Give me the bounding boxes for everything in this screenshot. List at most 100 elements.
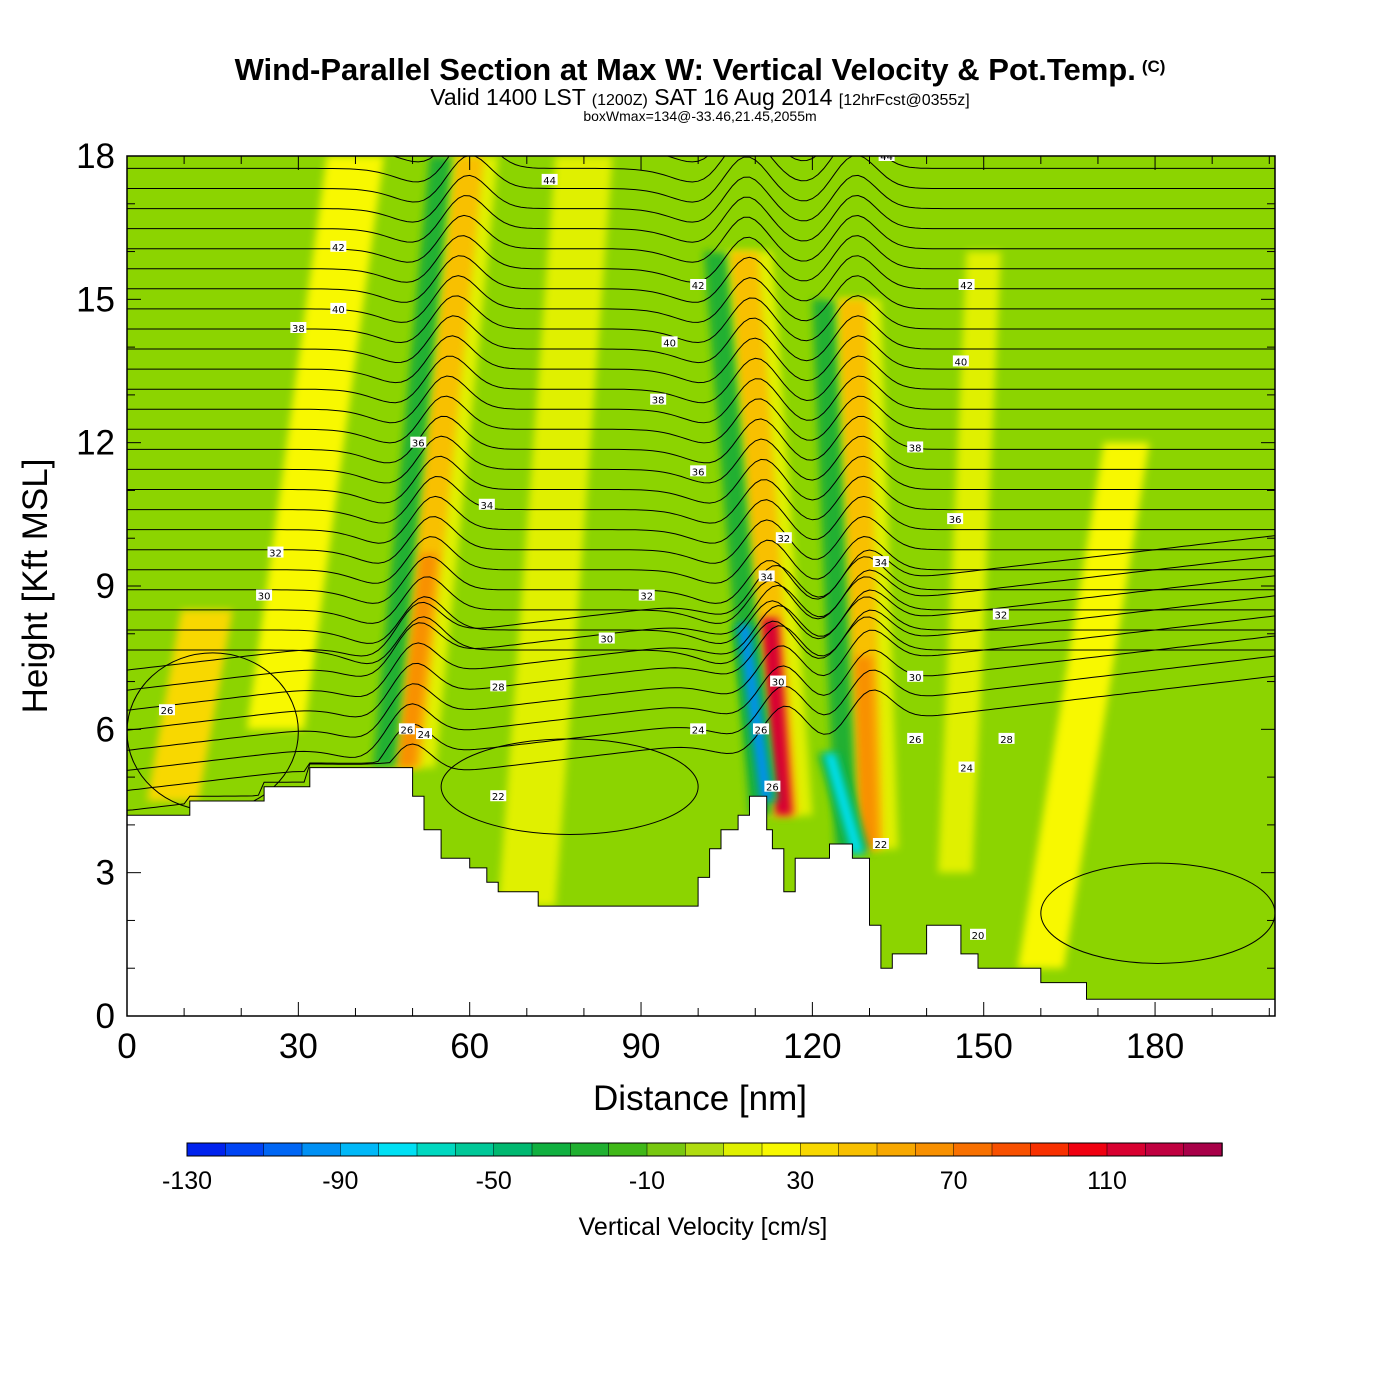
contour-label-text: 30 (909, 673, 922, 684)
x-axis: 0 30 60 90 120 150 180 (117, 156, 1270, 1066)
colorbar-swatch (263, 1142, 303, 1157)
theta-contour-line (127, 156, 1275, 183)
contour-label: 30 (598, 632, 615, 646)
theta-contour-line (127, 595, 1275, 731)
contour-label: 42 (958, 279, 975, 292)
theta-contour-line (127, 275, 1275, 323)
theta-contour-line (127, 315, 1275, 364)
x-tick-label: 90 (622, 1027, 661, 1066)
colorbar-swatch (455, 1142, 495, 1157)
theta-contour-line (127, 295, 1275, 344)
contour-label-text: 26 (766, 783, 779, 794)
chart-title: Wind-Parallel Section at Max W: Vertical… (0, 52, 1400, 88)
y-tick-label: 18 (76, 137, 115, 176)
downdraft-shoulder (812, 299, 859, 849)
colorbar-swatch (761, 1142, 802, 1157)
contour-label: 34 (758, 570, 775, 583)
colorbar-swatch (723, 1142, 763, 1157)
colorbar-tick-label: -90 (322, 1167, 358, 1195)
contour-label: 32 (638, 589, 655, 603)
contour-label: 26 (907, 732, 924, 746)
theta-contour-line (127, 455, 1275, 504)
box-info: boxWmax=134@-33.46,21.45,2055m (583, 108, 817, 124)
contour-label: 26 (158, 704, 175, 717)
colorbar-swatch (953, 1142, 993, 1157)
contour-label-text: 44 (258, 147, 271, 158)
colorbar-frame (186, 1142, 1223, 1157)
contour-label: 36 (947, 513, 964, 526)
colorbar-swatch (1068, 1142, 1108, 1157)
theta-contour-line (127, 156, 1275, 203)
theta-contour-line (127, 355, 1275, 404)
contour-label-text: 24 (692, 725, 705, 736)
contour-label: 30 (256, 589, 273, 603)
contour-label-text: 36 (949, 515, 962, 526)
colorbar-swatch (378, 1142, 418, 1157)
colorbar-tick-label: 70 (940, 1167, 968, 1195)
y-tick-label: 12 (76, 424, 115, 463)
contour-label-text: 36 (692, 467, 705, 478)
y-tick-label: 3 (96, 854, 115, 893)
theta-contour-line (127, 335, 1275, 384)
colorbar-swatch (876, 1142, 917, 1157)
contour-label: 42 (330, 240, 347, 254)
contour-label-text: 42 (960, 281, 973, 292)
colorbar-swatch (340, 1142, 380, 1157)
colorbar-swatch (225, 1142, 265, 1157)
contour-label-text: 22 (492, 792, 505, 803)
contour-label-text: 42 (692, 281, 705, 292)
colorbar-swatch (991, 1142, 1032, 1157)
colorbar-tick-label: 110 (1087, 1167, 1127, 1195)
theta-contour-line (127, 415, 1275, 464)
theta-contour-line (127, 615, 1275, 751)
x-tick-label: 120 (783, 1027, 841, 1066)
colorbar-swatch (493, 1142, 533, 1157)
contour-label-text: 30 (600, 635, 613, 646)
contour-label-text: 38 (652, 396, 665, 407)
contour-label: 38 (907, 441, 924, 454)
colorbar-swatch (1145, 1142, 1185, 1157)
forecast-info: [12hrFcst@0355z] (838, 92, 970, 109)
contour-label-text: 26 (909, 735, 922, 746)
colorbar-tick-label: -50 (476, 1167, 512, 1195)
contour-label-text: 26 (161, 706, 174, 717)
weak-updraft-band (246, 156, 385, 730)
contour-label: 36 (410, 436, 427, 450)
theta-contour-line (127, 435, 1275, 484)
contour-label: 40 (661, 336, 678, 349)
contour-label: 22 (490, 790, 507, 803)
contour-label: 22 (872, 838, 889, 851)
contour-label: 42 (690, 279, 707, 292)
colorbar-swatch (800, 1142, 840, 1157)
theta-contour-line (127, 635, 1275, 771)
contour-label-text: 42 (332, 243, 345, 254)
colorbar-tick-label: -10 (629, 1167, 665, 1195)
contour-label: 32 (992, 608, 1009, 622)
contour-label-text: 44 (880, 152, 893, 163)
contour-label-text: 34 (760, 572, 773, 583)
colorbar-swatch (838, 1142, 878, 1157)
contour-label: 28 (998, 732, 1015, 746)
colorbar-swatch (1106, 1142, 1147, 1157)
theta-contour-line (127, 495, 1275, 544)
contour-label-text: 34 (875, 558, 888, 569)
updraft-band-core (854, 656, 879, 849)
theta-contour-line (127, 576, 1275, 624)
colorbar-swatch (416, 1142, 457, 1157)
x-axis-label: Distance [nm] (593, 1079, 807, 1118)
contour-label-text: 30 (772, 678, 785, 689)
colorbar-swatch (531, 1142, 572, 1157)
theta-contour-line (127, 535, 1275, 584)
colorbar-tick-label: 30 (786, 1167, 814, 1195)
contour-label-text: 28 (1000, 735, 1013, 746)
contour-label-text: 32 (777, 534, 790, 545)
velocity-field (146, 156, 1150, 969)
contour-label-text: 34 (480, 501, 493, 512)
contour-label: 44 (541, 173, 558, 187)
theta-contour-loop (440, 738, 699, 835)
colorbar-swatch (915, 1142, 955, 1157)
contour-label: 24 (690, 723, 707, 736)
contour-label-text: 38 (909, 443, 922, 454)
y-tick-label: 15 (76, 280, 115, 319)
